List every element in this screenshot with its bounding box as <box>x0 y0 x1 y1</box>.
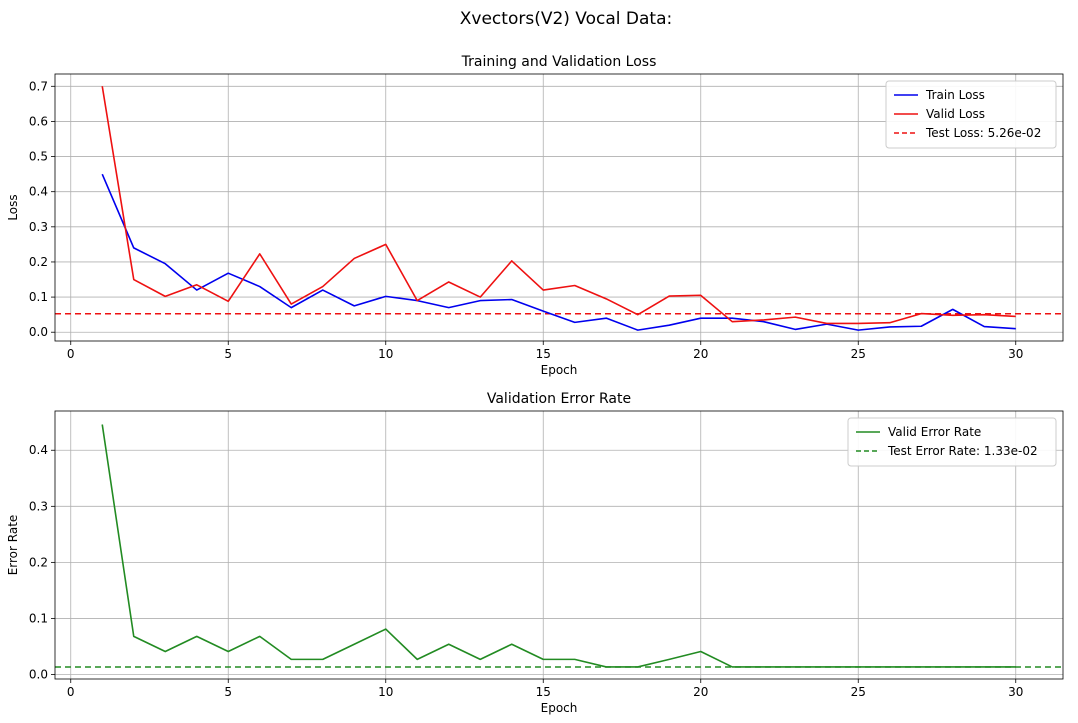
loss-xaxis-label: Epoch <box>541 363 578 377</box>
error-xtick-label: 25 <box>851 685 866 699</box>
loss-xtick-label: 5 <box>224 347 232 361</box>
loss-legend-label: Test Loss: 5.26e-02 <box>925 126 1041 140</box>
error-ytick-label: 0.0 <box>29 668 48 682</box>
loss-xtick-label: 0 <box>67 347 75 361</box>
loss-plot-title: Training and Validation Loss <box>461 54 657 70</box>
loss-xtick-label: 30 <box>1008 347 1023 361</box>
loss-series-line-1 <box>101 173 1016 331</box>
loss-xtick-label: 25 <box>851 347 866 361</box>
error-xaxis-label: Epoch <box>541 701 578 715</box>
loss-ytick-label: 0.5 <box>29 150 48 164</box>
error-xtick-label: 20 <box>693 685 708 699</box>
error-plot-title: Validation Error Rate <box>487 391 631 407</box>
loss-yaxis-label: Loss <box>6 194 20 220</box>
error-legend <box>847 417 1057 467</box>
loss-legend-label: Train Loss <box>925 88 985 102</box>
error-rate-plot: 0 5 10 15 20 25 30 0.0 0.1 0.2 0.3 0.4 Validation Er… <box>6 391 1064 715</box>
loss-xtick-label: 20 <box>693 347 708 361</box>
loss-series-line-2 <box>101 86 1016 325</box>
error-xtick-label: 0 <box>67 685 75 699</box>
loss-ytick-label: 0.6 <box>29 114 48 128</box>
loss-xtick-label: 10 <box>378 347 393 361</box>
loss-legend <box>885 80 1057 149</box>
error-yaxis-label: Error Rate <box>6 515 20 576</box>
loss-ytick-label: 0.4 <box>29 185 48 199</box>
error-series-line-1 <box>101 424 1016 668</box>
loss-ytick-label: 0.0 <box>29 325 48 339</box>
error-xtick-label: 15 <box>536 685 551 699</box>
loss-xtick-label: 15 <box>536 347 551 361</box>
loss-legend-label: Valid Loss <box>926 107 985 121</box>
loss-plot: 0 5 10 15 20 25 30 0.0 0.1 0.2 0.3 0.4 0.5 0.6 0.7 Trai… <box>6 54 1064 377</box>
error-ytick-label: 0.1 <box>29 611 48 625</box>
loss-axes-frame <box>54 73 1064 342</box>
figure-title: Xvectors(V2) Vocal Data: <box>460 9 672 29</box>
loss-ytick-label: 0.7 <box>29 79 48 93</box>
error-ytick-label: 0.2 <box>29 555 48 569</box>
loss-ytick-label: 0.1 <box>29 290 48 304</box>
error-legend-label: Test Error Rate: 1.33e-02 <box>887 444 1038 458</box>
error-ytick-label: 0.4 <box>29 443 48 457</box>
error-xtick-label: 30 <box>1008 685 1023 699</box>
error-xtick-label: 10 <box>378 685 393 699</box>
error-legend-label: Valid Error Rate <box>888 425 981 439</box>
error-ytick-label: 0.3 <box>29 499 48 513</box>
loss-ytick-label: 0.2 <box>29 255 48 269</box>
error-xtick-label: 5 <box>224 685 232 699</box>
loss-ytick-label: 0.3 <box>29 220 48 234</box>
error-axes-frame <box>54 410 1064 680</box>
